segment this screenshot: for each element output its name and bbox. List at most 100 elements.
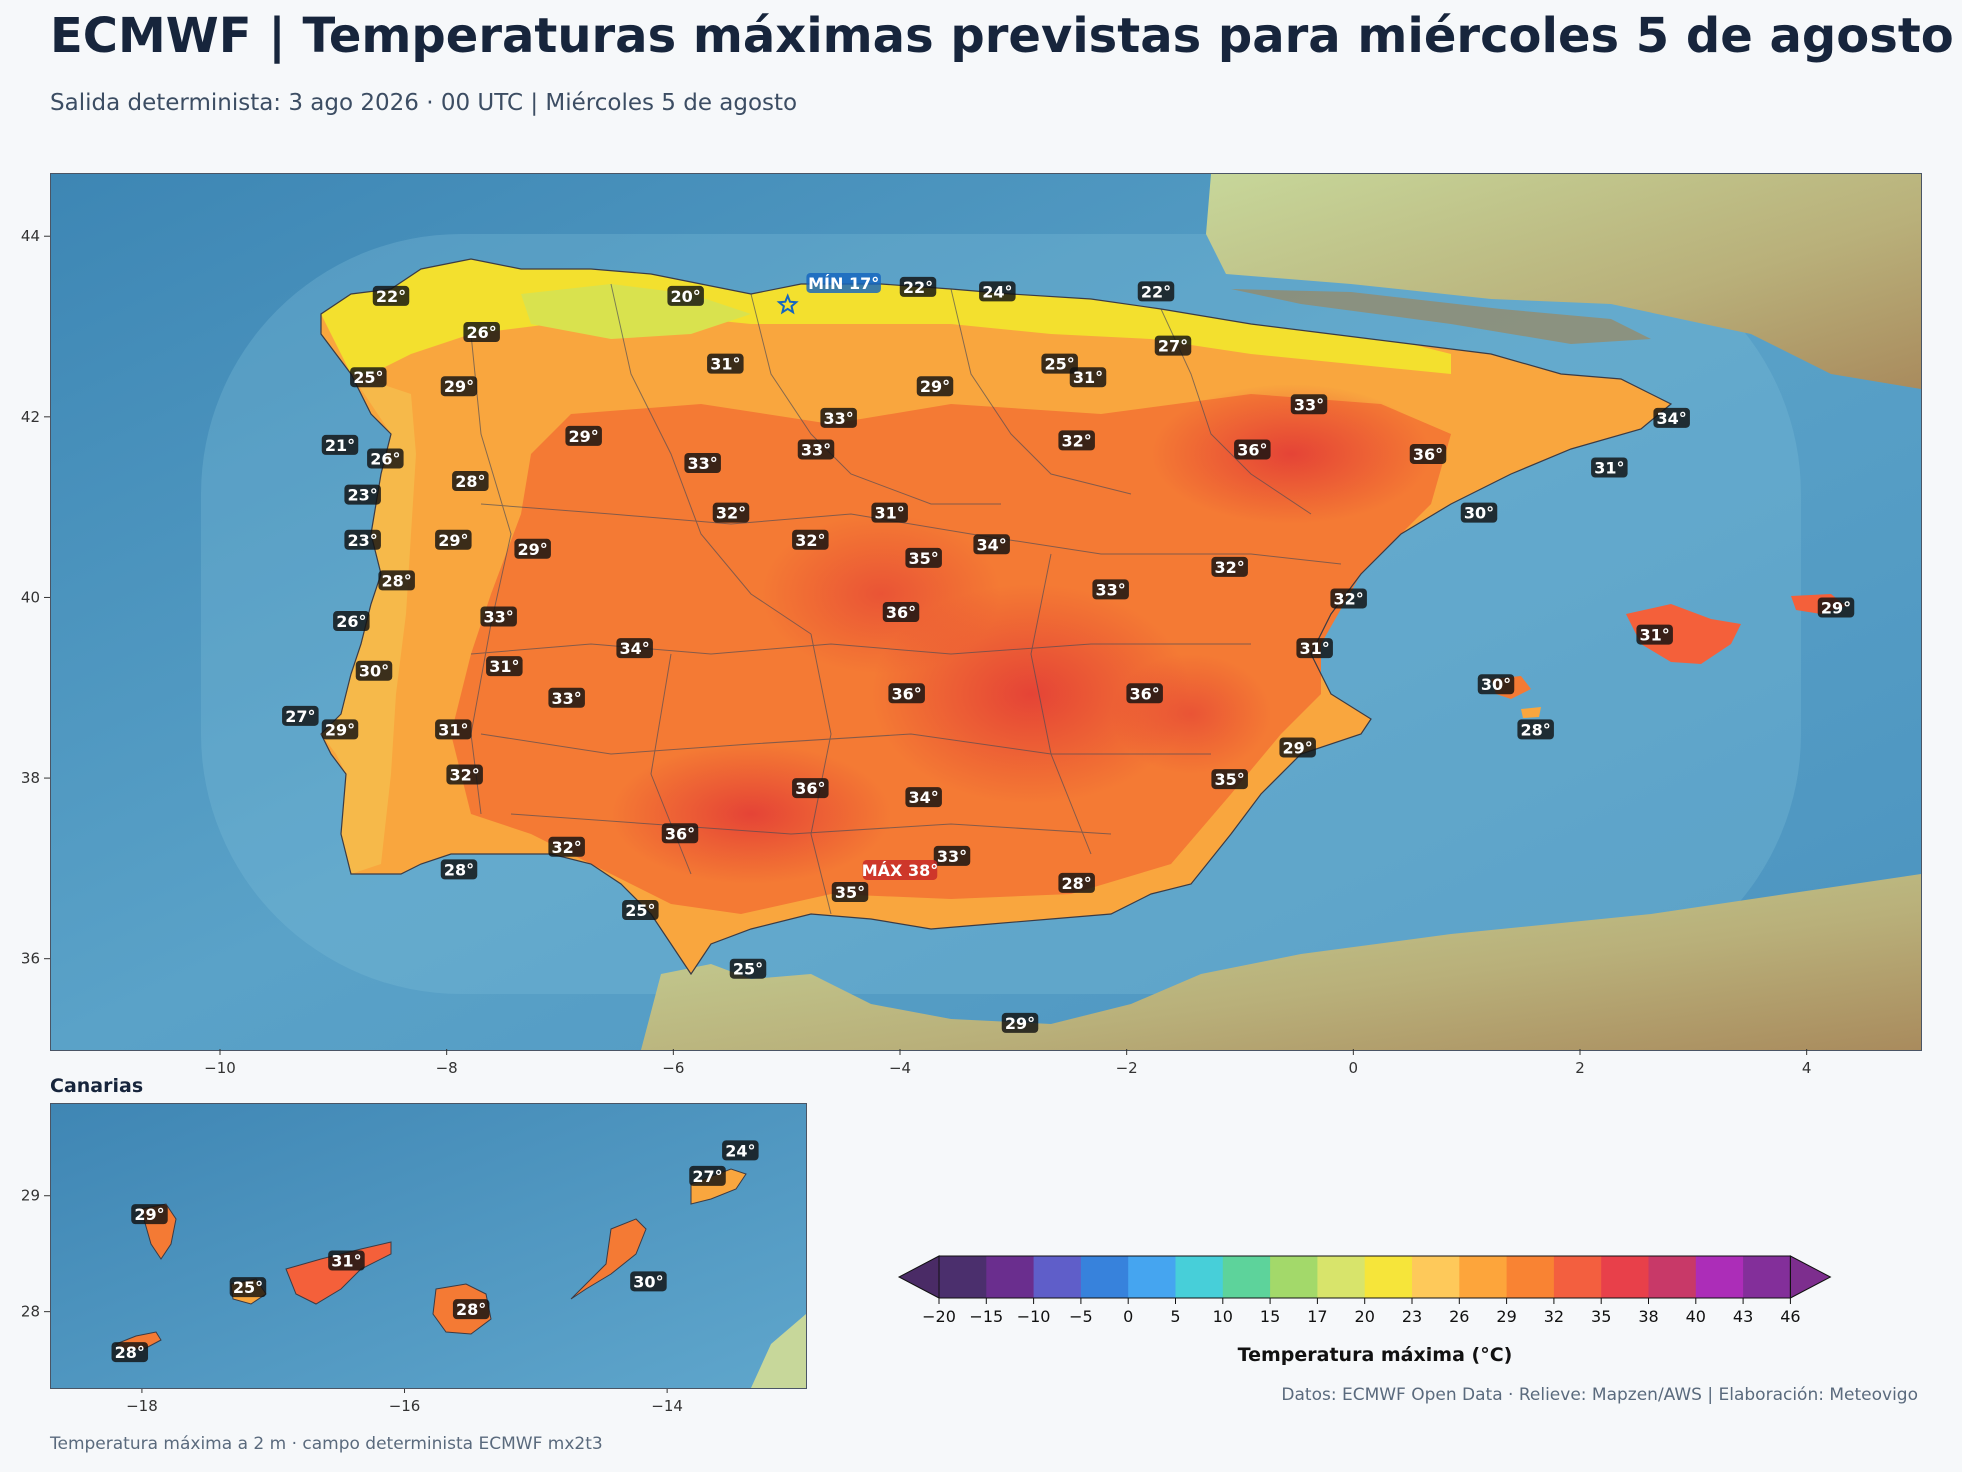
lat-tick-label: 38 <box>21 769 40 787</box>
temp-label: 25° <box>729 958 767 979</box>
temp-label: 36° <box>882 602 920 622</box>
colorbar-tick-label: 17 <box>1307 1307 1327 1326</box>
temp-label-text: 30° <box>1464 504 1494 523</box>
temp-label: 31° <box>871 502 908 523</box>
temp-label-text: 31° <box>1640 626 1670 645</box>
temp-label: 34° <box>616 638 653 659</box>
temp-label-text: 36° <box>1413 445 1443 464</box>
colorbar-segment <box>1695 1256 1744 1298</box>
hotspot-ebro <box>1151 384 1431 524</box>
temp-label-text: 31° <box>438 720 468 739</box>
temp-label: 33° <box>548 687 585 708</box>
colorbar-segment <box>1743 1256 1791 1298</box>
main-temperature-labels: 22° 20° 22° 24° 22°26°27°31° 25°31°25° 29° 29°3… <box>282 276 1855 1033</box>
colorbar-label: Temperatura máxima (°C) <box>1237 1344 1513 1366</box>
temp-label-text: 29° <box>134 1205 164 1224</box>
temp-label: 29° <box>1817 597 1855 618</box>
temp-label-text: 28° <box>456 1300 486 1319</box>
temp-label: 27° <box>282 705 319 726</box>
min-star-icon <box>776 293 799 315</box>
temp-label-text: 29° <box>569 427 599 446</box>
temp-label-text: 28° <box>1521 720 1551 739</box>
temp-label: 31° <box>707 353 744 374</box>
can-lon-tick-label: −18 <box>126 1397 158 1415</box>
temp-label: 32° <box>548 836 585 857</box>
temp-label-text: 31° <box>331 1251 361 1270</box>
temp-label-text: 33° <box>801 440 831 459</box>
lon-tick-label: −10 <box>204 1059 236 1077</box>
temp-label: 28° <box>1058 872 1095 893</box>
france-land <box>1206 174 1921 389</box>
temp-label: 22° <box>899 276 937 297</box>
hotspot-murcia <box>1111 654 1271 774</box>
colorbar-segment <box>1601 1256 1649 1298</box>
colorbar-segment <box>1459 1256 1508 1298</box>
temp-label: 35° <box>905 547 942 568</box>
temp-label-text: 33° <box>484 608 514 627</box>
temp-label: 28° <box>111 1342 149 1363</box>
page-title: ECMWF | Temperaturas máximas previstas p… <box>50 8 1954 64</box>
lat-tick-label: 36 <box>21 950 40 968</box>
min-marker-label-text: MÍN 17° <box>808 274 879 293</box>
temp-label-text: 30° <box>1481 675 1511 694</box>
africa-land <box>641 874 1921 1050</box>
temp-label: 28° <box>452 471 489 492</box>
canarias-temperature-labels: 24°27° 29° 31° 25° 30° 28° 28° <box>111 1140 759 1363</box>
temp-label: 21° <box>321 434 359 455</box>
temp-label-text: 29° <box>438 531 468 550</box>
colorbar-segment <box>1364 1256 1413 1298</box>
temp-label-text: 27° <box>285 707 315 726</box>
temp-label-text: 28° <box>1062 874 1092 893</box>
temp-label: 28° <box>452 1299 490 1320</box>
temp-label-text: 29° <box>444 377 474 396</box>
temp-label-text: 36° <box>795 779 825 798</box>
iberia-map[interactable]: 22° 20° 22° 24° 22° 26° 27° 31° 25° 31° 25° 29° 29° 3… <box>50 173 1922 1051</box>
temp-label: 33° <box>480 606 517 627</box>
temp-label-text: 32° <box>1215 558 1245 577</box>
colorbar-segment <box>1128 1256 1176 1298</box>
lon-tick-label: −8 <box>436 1059 458 1077</box>
temp-label: 23° <box>344 529 381 550</box>
temp-label: 24° <box>979 281 1016 302</box>
temp-label-text: 29° <box>518 540 548 559</box>
temp-label: 26° <box>367 448 404 469</box>
temp-label-text: 22° <box>376 287 406 306</box>
temp-label: 29° <box>916 376 954 397</box>
temp-label-text: 34° <box>909 788 939 807</box>
can-lon-tick-label: −14 <box>651 1397 683 1415</box>
temp-label: 28° <box>1517 719 1554 740</box>
temp-label-text: 28° <box>455 472 485 491</box>
temp-label-text: 35° <box>835 883 865 902</box>
temp-label-text: 36° <box>665 824 695 843</box>
temp-label-text: 31° <box>1073 368 1103 387</box>
temp-label: 31° <box>1069 367 1107 388</box>
temp-label-text: 24° <box>725 1141 755 1160</box>
temp-label-text: 26° <box>370 449 400 468</box>
temp-label: 29° <box>435 529 472 550</box>
temp-label: 30° <box>630 1271 667 1292</box>
temp-label: 30° <box>355 660 393 681</box>
temp-label: 33° <box>684 452 721 473</box>
canarias-map[interactable]: 24° 27° 29° 31° 25° 30° 28° 28° <box>50 1103 807 1389</box>
colorbar-segment <box>1317 1256 1366 1298</box>
colorbar-tick-label: 20 <box>1355 1307 1375 1326</box>
colorbar-tick-label: 38 <box>1638 1307 1658 1326</box>
temp-label-text: 31° <box>1594 459 1624 478</box>
temp-label-text: 28° <box>444 860 474 879</box>
temp-label: 34° <box>1653 407 1690 428</box>
temp-label-text: 24° <box>982 282 1012 301</box>
lon-tick-label: −2 <box>1116 1059 1138 1077</box>
temp-label: 32° <box>1211 556 1248 577</box>
temp-label: 22° <box>1137 281 1175 302</box>
canarias-title: Canarias <box>50 1075 144 1097</box>
max-marker-label-text: MÁX 38° <box>862 861 938 880</box>
temp-label-text: 36° <box>1237 440 1267 459</box>
temp-label: 36° <box>888 683 925 704</box>
temp-label-text: 29° <box>920 377 950 396</box>
temp-label: 27° <box>689 1165 726 1186</box>
temp-label-text: 33° <box>1096 580 1126 599</box>
temp-label-text: 32° <box>1334 589 1364 608</box>
temp-label: 33° <box>933 845 971 866</box>
temp-label-text: 31° <box>710 355 740 374</box>
temp-label: 32° <box>792 529 829 550</box>
